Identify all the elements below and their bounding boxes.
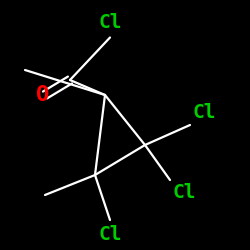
Text: Cl: Cl [192,104,216,122]
Text: Cl: Cl [98,225,122,244]
Text: Cl: Cl [98,14,122,32]
Text: Cl: Cl [172,182,196,202]
Text: O: O [36,85,49,105]
